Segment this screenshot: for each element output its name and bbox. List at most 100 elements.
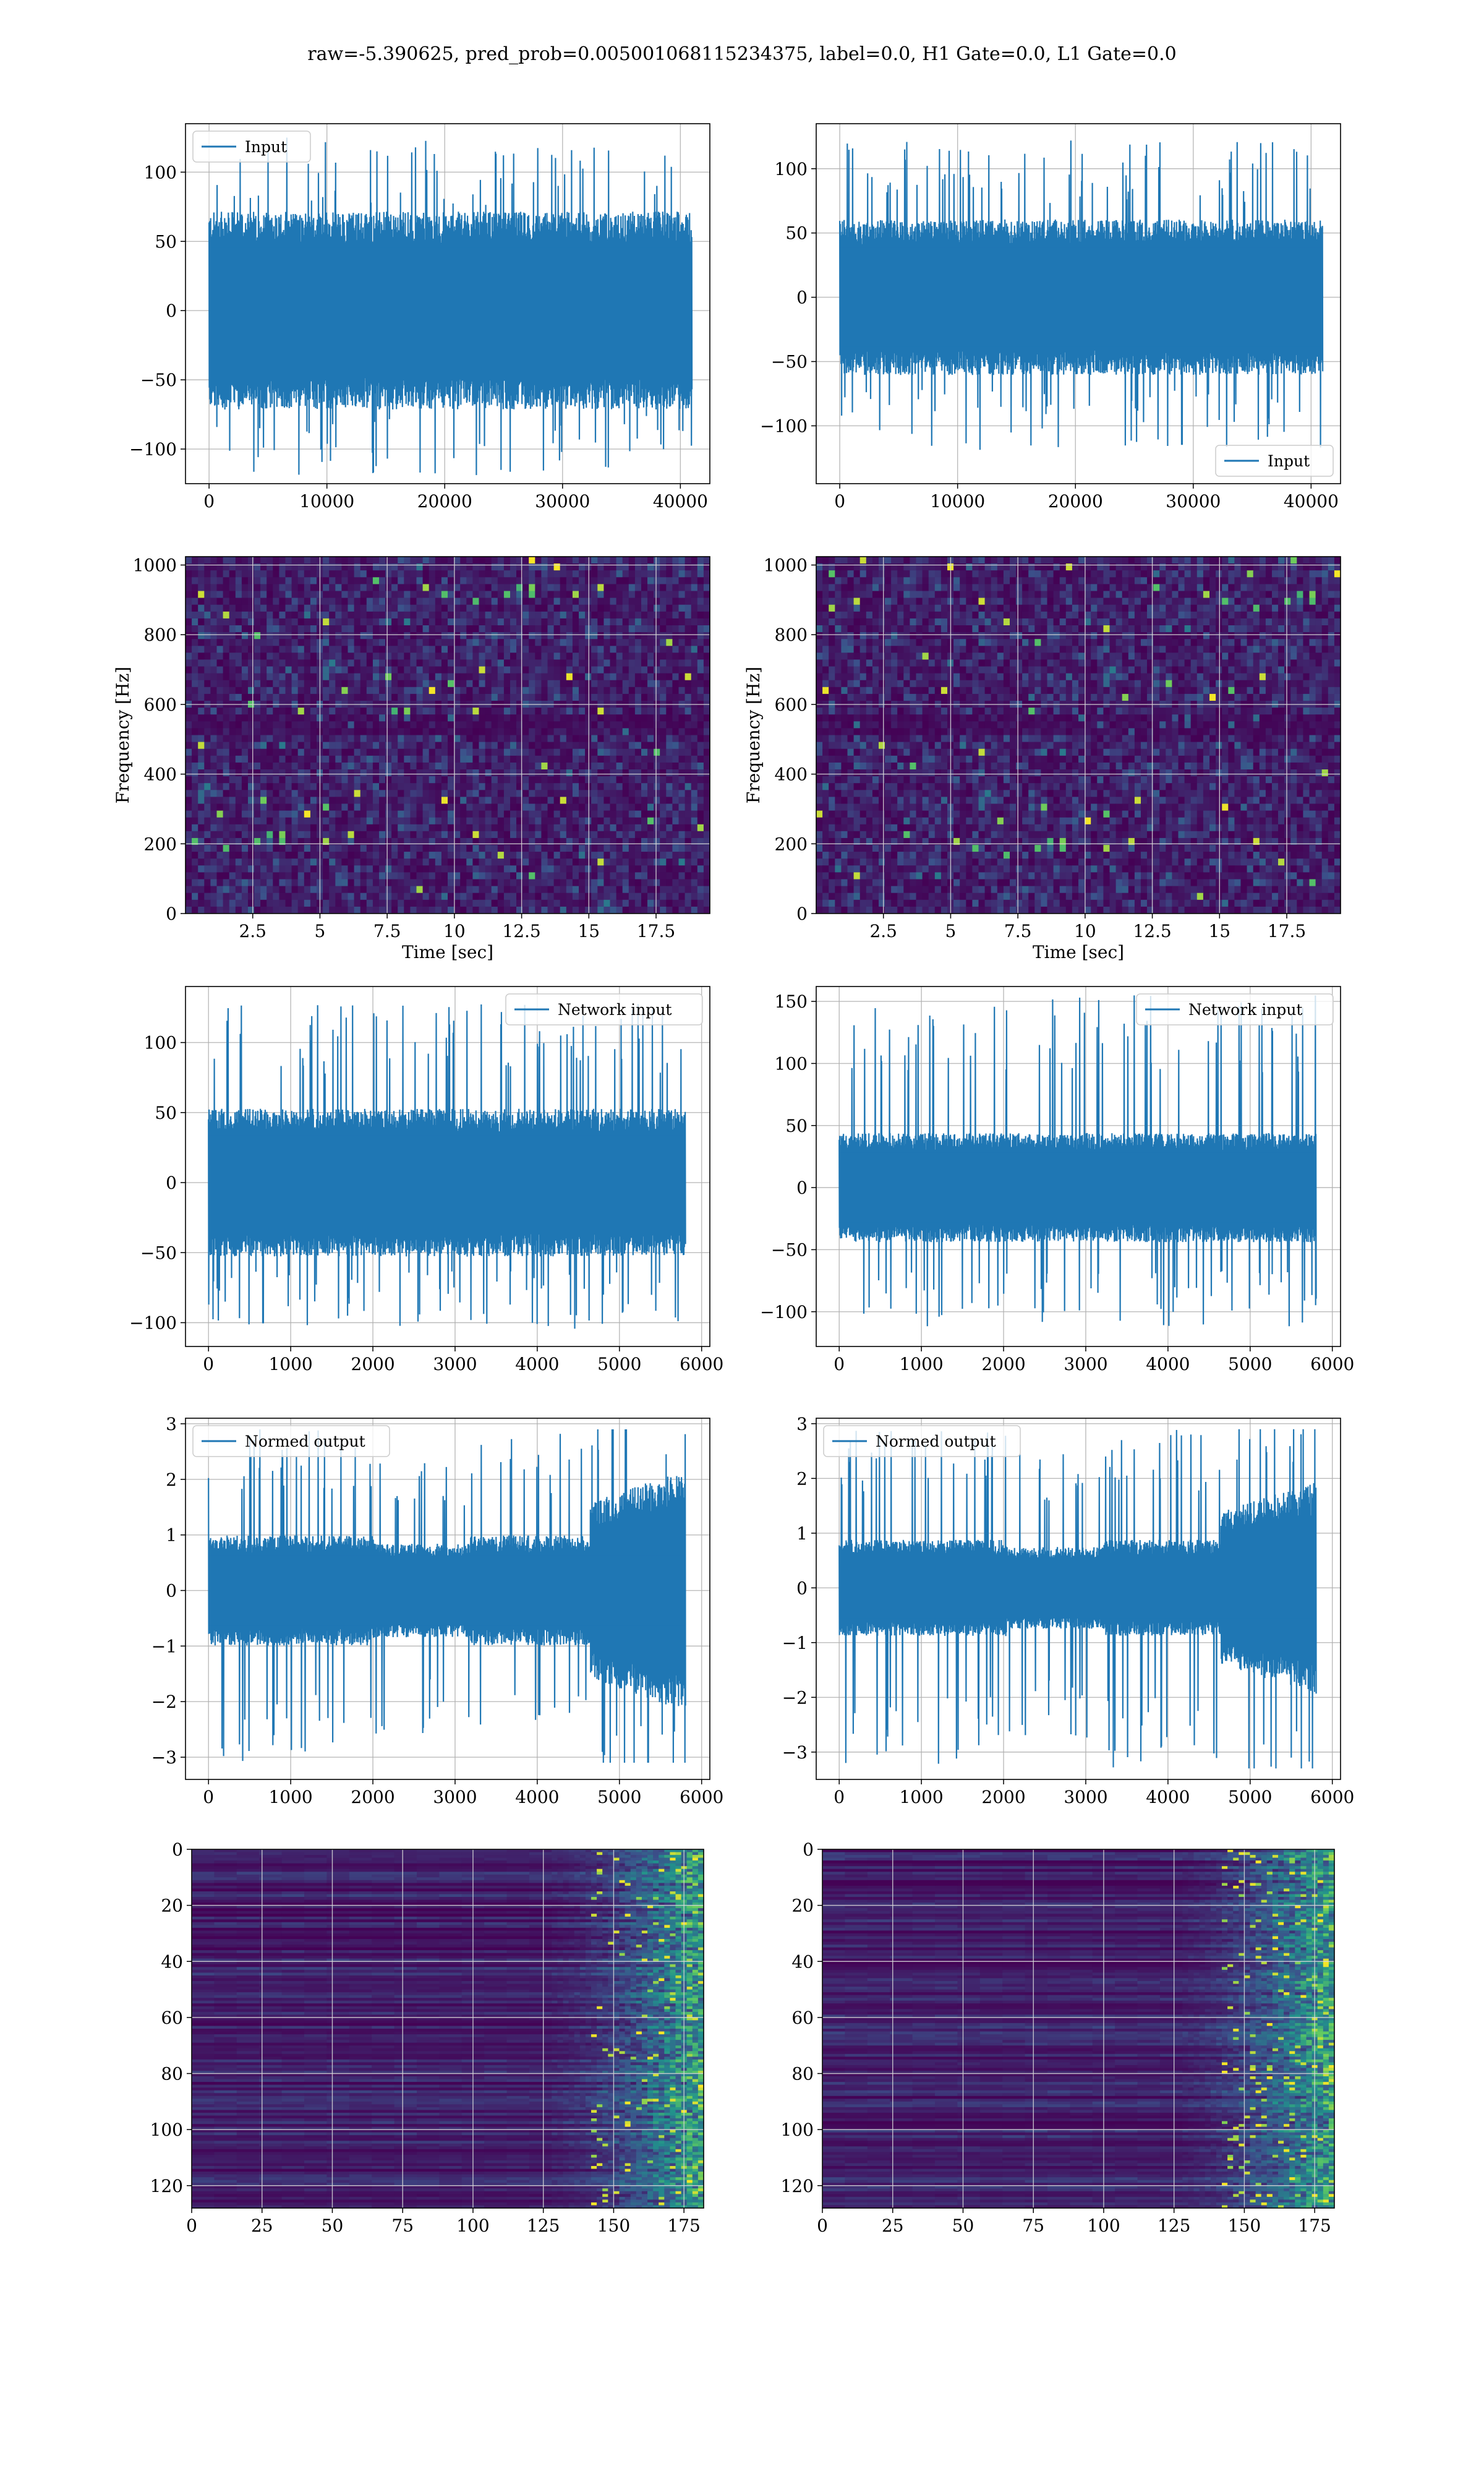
heatmap-cell	[297, 591, 305, 599]
heatmap-cell	[503, 557, 511, 564]
heatmap-cell	[547, 742, 555, 750]
heatmap-cell	[616, 646, 623, 653]
heatmap-cell	[541, 632, 548, 640]
heatmap-cell	[204, 680, 211, 688]
heatmap-cell	[391, 748, 398, 756]
heatmap-cell	[1034, 591, 1041, 599]
heatmap-cell	[903, 563, 910, 571]
heatmap-cell	[254, 755, 261, 763]
y-tick-label: 100	[775, 159, 808, 179]
heatmap-cell	[267, 810, 273, 818]
heatmap-cell	[603, 591, 611, 599]
heatmap-cell	[379, 577, 386, 584]
heatmap-cell	[210, 557, 218, 564]
heatmap-cell	[541, 666, 548, 674]
heatmap-cell	[572, 673, 579, 681]
heatmap-cell	[1159, 584, 1166, 592]
heatmap-cell	[491, 790, 498, 797]
heatmap-cell	[660, 748, 667, 756]
heatmap-cell	[1216, 577, 1222, 584]
heatmap-cell	[684, 680, 692, 688]
heatmap-cell	[210, 790, 218, 797]
heatmap-cell	[553, 865, 561, 873]
heatmap-cell	[310, 584, 317, 592]
heatmap-cell	[229, 886, 236, 894]
heatmap-cell	[479, 728, 486, 736]
heatmap-cell	[391, 852, 398, 859]
heatmap-cell	[448, 646, 454, 653]
heatmap-cell	[235, 659, 242, 667]
heatmap-cell	[297, 639, 305, 646]
heatmap-cell	[204, 557, 211, 564]
heatmap-cell	[379, 865, 386, 873]
heatmap-cell	[516, 721, 523, 729]
heatmap-cell	[366, 803, 373, 811]
heatmap-cell	[291, 865, 299, 873]
heatmap-cell	[566, 708, 573, 715]
heatmap-cell	[454, 632, 461, 640]
heatmap-cell	[591, 653, 598, 660]
heatmap-cell	[660, 708, 667, 715]
heatmap-cell	[491, 748, 498, 756]
heatmap-cell	[678, 899, 686, 907]
heatmap-cell	[591, 797, 598, 805]
heatmap-cell	[572, 852, 579, 859]
heatmap-cell	[634, 570, 642, 578]
heatmap-cell	[466, 810, 473, 818]
heatmap-cell	[429, 646, 436, 653]
heatmap-cell	[603, 810, 611, 818]
heatmap-cell	[422, 646, 430, 653]
heatmap-cell	[591, 852, 598, 859]
heatmap-cell	[223, 872, 230, 880]
heatmap-cell	[291, 563, 299, 571]
heatmap-cell	[391, 803, 398, 811]
heatmap-cell	[448, 632, 454, 640]
heatmap-cell	[603, 762, 611, 770]
heatmap-cell	[210, 570, 218, 578]
heatmap-cell	[297, 762, 305, 770]
heatmap-cell	[441, 591, 448, 599]
heatmap-cell	[634, 604, 642, 612]
heatmap-cell	[460, 693, 467, 701]
heatmap-cell	[448, 680, 454, 688]
heatmap-cell	[485, 892, 492, 901]
heatmap-cell	[323, 666, 330, 674]
heatmap-cell	[666, 632, 673, 640]
heatmap-cell	[441, 584, 448, 592]
heatmap-cell	[497, 721, 505, 729]
heatmap-cell	[454, 604, 461, 612]
heatmap-cell	[603, 653, 611, 660]
heatmap-cell	[485, 879, 492, 887]
heatmap-cell	[366, 810, 373, 818]
heatmap-cell	[441, 762, 448, 770]
heatmap-cell	[416, 646, 424, 653]
heatmap-cell	[223, 817, 230, 825]
heatmap-cell	[435, 762, 442, 770]
heatmap-cell	[654, 721, 660, 729]
heatmap-cell	[872, 591, 879, 599]
heatmap-cell	[622, 673, 629, 681]
heatmap-cell	[267, 790, 273, 797]
heatmap-cell	[410, 639, 417, 646]
heatmap-cell	[329, 837, 336, 845]
heatmap-cell	[597, 858, 604, 866]
heatmap-cell	[666, 735, 673, 743]
heatmap-cell	[547, 597, 555, 606]
heatmap-cell	[1259, 577, 1266, 584]
heatmap-cell	[454, 577, 461, 584]
heatmap-cell	[1034, 584, 1041, 592]
heatmap-cell	[684, 659, 692, 667]
heatmap-cell	[585, 639, 592, 646]
heatmap-cell	[579, 611, 586, 619]
heatmap-cell	[622, 748, 629, 756]
heatmap-cell	[410, 591, 417, 599]
heatmap-cell	[348, 817, 355, 825]
heatmap-cell	[366, 748, 373, 756]
heatmap-cell	[622, 618, 629, 626]
heatmap-cell	[416, 693, 424, 701]
heatmap-cell	[460, 611, 467, 619]
heatmap-cell	[940, 577, 948, 584]
heatmap-cell	[454, 837, 461, 845]
heatmap-cell	[497, 852, 505, 859]
heatmap-cell	[404, 680, 411, 688]
